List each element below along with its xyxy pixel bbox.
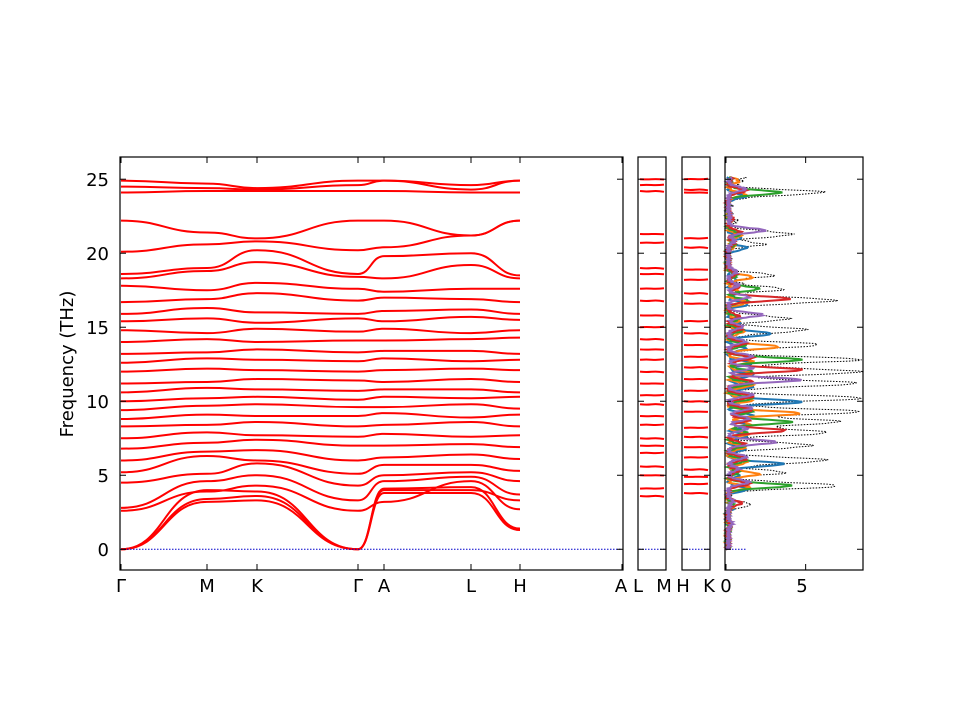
kpoint-label-h-1: H bbox=[513, 576, 527, 597]
dos-partial-curve bbox=[722, 176, 803, 551]
kpoint-label-m-2: M bbox=[656, 576, 672, 597]
lm-band-line bbox=[639, 494, 665, 498]
band-line bbox=[120, 386, 521, 394]
kpoint-label-l-2: L bbox=[633, 576, 643, 597]
hk-panel-frame bbox=[681, 156, 711, 571]
dos-total-curve bbox=[724, 176, 864, 550]
y-tick-labels: 0 5 10 15 20 25 bbox=[86, 170, 109, 561]
kpoint-label-gamma-1: Γ bbox=[116, 576, 126, 597]
lm-band-line bbox=[639, 403, 665, 406]
kpoint-label-k: K bbox=[251, 576, 264, 597]
y-tick-label-25: 25 bbox=[86, 170, 109, 191]
band-line bbox=[120, 315, 521, 324]
lm-band-line bbox=[639, 437, 665, 440]
axis-ticks bbox=[120, 157, 863, 570]
band-line bbox=[120, 179, 521, 191]
band-line bbox=[120, 431, 521, 440]
kpoint-label-a-1: A bbox=[378, 576, 391, 597]
hk-band-line bbox=[683, 355, 709, 358]
kpoint-label-m: M bbox=[199, 576, 215, 597]
band-line bbox=[120, 249, 521, 277]
lm-band-line bbox=[639, 358, 665, 361]
hk-band-line bbox=[683, 278, 709, 281]
band-line bbox=[120, 403, 521, 412]
band-line bbox=[120, 261, 521, 280]
hk-band-line bbox=[683, 292, 709, 295]
band-line bbox=[120, 474, 521, 509]
y-tick-label-5: 5 bbox=[98, 466, 109, 487]
kpoint-label-k-2: K bbox=[703, 576, 716, 597]
y-tick-label-0: 0 bbox=[98, 540, 109, 561]
band-line bbox=[120, 378, 521, 385]
band-line bbox=[120, 420, 521, 428]
band-line bbox=[120, 336, 521, 344]
band-line bbox=[120, 486, 521, 551]
dos-panel-frame bbox=[724, 156, 864, 571]
dos-x-tick-labels: 0 5 bbox=[720, 576, 807, 597]
band-line bbox=[120, 281, 520, 293]
lm-band-line bbox=[639, 370, 665, 374]
y-tick-label-15: 15 bbox=[86, 318, 109, 339]
lm-band-line bbox=[639, 189, 665, 193]
band-line bbox=[120, 327, 521, 335]
hk-band-line bbox=[683, 246, 709, 250]
band-line bbox=[120, 462, 521, 487]
y-axis-label: Frequency (THz) bbox=[57, 291, 78, 438]
lm-band-line bbox=[639, 487, 665, 490]
lm-band-line bbox=[639, 241, 665, 244]
band-line bbox=[120, 179, 521, 190]
lm-band-line bbox=[639, 183, 665, 187]
hk-band-line bbox=[683, 491, 709, 495]
dos-tick-label-0: 0 bbox=[720, 576, 731, 597]
band-line bbox=[120, 438, 521, 450]
lm-band-line bbox=[639, 299, 665, 303]
hk-band-line bbox=[683, 389, 709, 392]
kpoint-label-a-2: A bbox=[615, 576, 628, 597]
lm-band-line bbox=[639, 465, 665, 469]
lm-band-line bbox=[639, 337, 665, 341]
band-line bbox=[120, 480, 521, 512]
lm-band-line bbox=[639, 451, 665, 455]
y-tick-label-20: 20 bbox=[86, 244, 109, 265]
band-line bbox=[120, 190, 520, 194]
band-line bbox=[120, 357, 521, 364]
lm-band-line bbox=[639, 423, 665, 427]
k-point-labels: Γ M K Γ A L H A L M H K bbox=[116, 576, 716, 597]
band-line bbox=[120, 455, 521, 475]
kpoint-label-l-1: L bbox=[466, 576, 476, 597]
band-line bbox=[120, 489, 521, 551]
hk-band-line bbox=[683, 332, 709, 335]
band-line bbox=[120, 219, 521, 240]
band-line bbox=[120, 367, 521, 373]
hk-band-line bbox=[683, 236, 709, 240]
band-line bbox=[120, 306, 521, 315]
lm-panel-frame bbox=[637, 156, 667, 571]
band-line bbox=[120, 348, 521, 355]
hk-band-line bbox=[683, 468, 709, 472]
y-tick-label-10: 10 bbox=[86, 392, 109, 413]
hk-band-line bbox=[683, 482, 709, 486]
lm-band-line bbox=[639, 266, 665, 270]
hk-band-line bbox=[683, 319, 709, 323]
hk-band-line bbox=[683, 426, 709, 429]
kpoint-label-h-2: H bbox=[676, 576, 690, 597]
lm-band-line bbox=[639, 287, 665, 290]
hk-band-line bbox=[683, 456, 709, 459]
hk-band-line bbox=[683, 435, 709, 439]
band-line bbox=[120, 292, 521, 304]
band-line bbox=[120, 449, 521, 462]
band-line bbox=[120, 412, 521, 421]
dos-tick-label-5: 5 bbox=[796, 576, 807, 597]
hk-band-line bbox=[683, 366, 709, 369]
band-line bbox=[120, 492, 521, 551]
band-lines bbox=[120, 177, 709, 551]
main-panel-frame bbox=[119, 156, 624, 571]
kpoint-label-gamma-2: Γ bbox=[353, 576, 363, 597]
band-line bbox=[120, 395, 521, 403]
dos-curves bbox=[722, 176, 864, 551]
hk-band-line bbox=[683, 188, 709, 192]
lm-band-line bbox=[639, 393, 665, 397]
